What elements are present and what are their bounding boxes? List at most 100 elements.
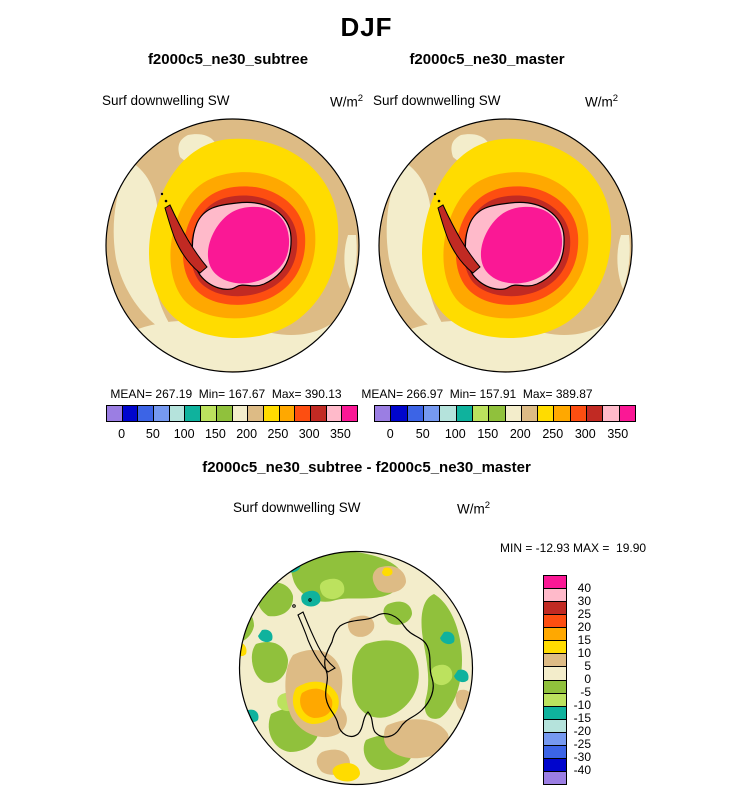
colorbar-cell <box>554 406 571 421</box>
colorbar-label: 40 <box>577 581 591 595</box>
colorbar-cell <box>603 406 620 421</box>
colorbar-cell <box>138 406 155 421</box>
stats-master: MEAN= 266.97 Min= 157.91 Max= 389.87 <box>361 387 593 401</box>
colorbar-cell <box>391 406 408 421</box>
colorbar-cell <box>342 406 357 421</box>
colorbar-cell <box>544 719 566 733</box>
colorbar-cell <box>544 576 566 590</box>
colorbar-tick-label: 50 <box>415 427 430 441</box>
colorbar-tick-label: 100 <box>444 427 466 441</box>
colorbar-cell <box>544 758 566 772</box>
colorbar-cell <box>216 406 233 421</box>
colorbar-label: 10 <box>577 646 591 660</box>
colorbar-cell <box>544 680 566 694</box>
colorbar-label: -20 <box>573 724 591 738</box>
colorbar-cell <box>407 406 424 421</box>
colorbar-cell <box>122 406 139 421</box>
colorbar-label: -30 <box>573 750 591 764</box>
colorbar-ticks-master: 0 50 100 150 200 250 300 350 <box>374 427 634 443</box>
units-exponent: 2 <box>612 93 619 104</box>
units-base: W/m <box>585 94 613 110</box>
colorbar-tick-label: 250 <box>542 427 564 441</box>
units-label-master: W/m2 <box>585 93 618 110</box>
map-difference <box>238 550 474 786</box>
colorbar-cell <box>538 406 555 421</box>
colorbar-cell <box>440 406 457 421</box>
units-exponent: 2 <box>357 93 364 104</box>
field-label-master: Surf downwelling SW <box>373 93 501 108</box>
colorbar-subtree <box>106 405 358 422</box>
panel-title-subtree: f2000c5_ne30_subtree <box>147 51 309 68</box>
colorbar-cell <box>544 693 566 707</box>
colorbar-tick-label: 0 <box>386 427 394 441</box>
colorbar-tick-label: 150 <box>204 427 226 441</box>
colorbar-tick-label: 150 <box>477 427 499 441</box>
colorbar-cell <box>295 406 311 421</box>
colorbar-cell <box>375 406 392 421</box>
colorbar-cell <box>544 589 566 603</box>
colorbar-cell <box>263 406 280 421</box>
colorbar-label: 15 <box>577 633 591 647</box>
colorbar-tick-label: 350 <box>607 427 629 441</box>
colorbar-cell <box>472 406 490 421</box>
colorbar-tick-label: 300 <box>574 427 596 441</box>
units-label-subtree: W/m2 <box>330 93 363 110</box>
colorbar-cell <box>154 406 170 421</box>
units-label-diff: W/m2 <box>457 500 490 517</box>
colorbar-master <box>374 405 636 422</box>
colorbar-tick-label: 100 <box>173 427 195 441</box>
map-master <box>377 117 634 374</box>
diff-minmax: MIN = -12.93 MAX = 19.90 <box>500 541 647 555</box>
colorbar-cell <box>310 406 327 421</box>
colorbar-cell <box>544 641 566 655</box>
colorbar-cell <box>489 406 506 421</box>
colorbar-tick-label: 200 <box>509 427 531 441</box>
colorbar-cell <box>544 732 566 746</box>
colorbar-cell <box>423 406 441 421</box>
colorbar-labels-difference: 40 30 25 20 15 10 5 0 -5 -10 -15 -20 -25 -30 -40 <box>567 575 591 783</box>
colorbar-tick-label: 50 <box>145 427 160 441</box>
colorbar-cell <box>521 406 539 421</box>
colorbar-cell <box>544 771 566 784</box>
colorbar-label: -40 <box>573 763 591 777</box>
colorbar-cell <box>505 406 522 421</box>
colorbar-ticks-subtree: 0 50 100 150 200 250 300 350 <box>106 427 356 443</box>
colorbar-difference <box>543 575 567 785</box>
units-base: W/m <box>457 501 485 517</box>
colorbar-cell <box>544 706 566 720</box>
colorbar-label: -10 <box>573 698 591 712</box>
colorbar-cell <box>544 628 566 642</box>
colorbar-cell <box>456 406 473 421</box>
colorbar-cell <box>570 406 588 421</box>
colorbar-cell <box>544 745 566 759</box>
colorbar-cell <box>544 602 566 616</box>
colorbar-label: -25 <box>573 737 591 751</box>
field-label-subtree: Surf downwelling SW <box>102 93 230 108</box>
colorbar-label: 5 <box>584 659 591 673</box>
colorbar-label: 25 <box>577 607 591 621</box>
colorbar-cell <box>544 615 566 629</box>
colorbar-label: -5 <box>580 685 591 699</box>
colorbar-cell <box>544 667 566 681</box>
colorbar-label: -15 <box>573 711 591 725</box>
colorbar-label: 20 <box>577 620 591 634</box>
colorbar-tick-label: 350 <box>329 427 351 441</box>
map-subtree <box>104 117 361 374</box>
colorbar-tick-label: 200 <box>236 427 258 441</box>
colorbar-cell <box>107 406 123 421</box>
colorbar-cell <box>201 406 217 421</box>
colorbar-tick-label: 250 <box>267 427 289 441</box>
field-label-diff: Surf downwelling SW <box>233 500 361 515</box>
colorbar-cell <box>544 654 566 668</box>
colorbar-label: 30 <box>577 594 591 608</box>
colorbar-cell <box>169 406 186 421</box>
colorbar-tick-label: 300 <box>298 427 320 441</box>
colorbar-cell <box>232 406 249 421</box>
units-exponent: 2 <box>484 500 491 511</box>
diff-panel-title: f2000c5_ne30_subtree - f2000c5_ne30_mast… <box>202 459 531 476</box>
panel-title-master: f2000c5_ne30_master <box>409 51 565 68</box>
figure-title: DJF <box>340 12 393 42</box>
colorbar-cell <box>619 406 635 421</box>
colorbar-cell <box>185 406 202 421</box>
